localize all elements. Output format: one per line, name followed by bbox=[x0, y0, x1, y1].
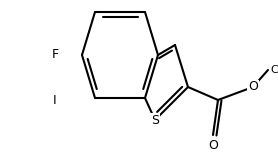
Text: CH₃: CH₃ bbox=[270, 65, 278, 75]
Text: I: I bbox=[53, 93, 57, 106]
Text: O: O bbox=[208, 139, 218, 152]
Text: S: S bbox=[151, 113, 159, 126]
Text: F: F bbox=[51, 49, 59, 62]
Text: O: O bbox=[248, 80, 258, 93]
